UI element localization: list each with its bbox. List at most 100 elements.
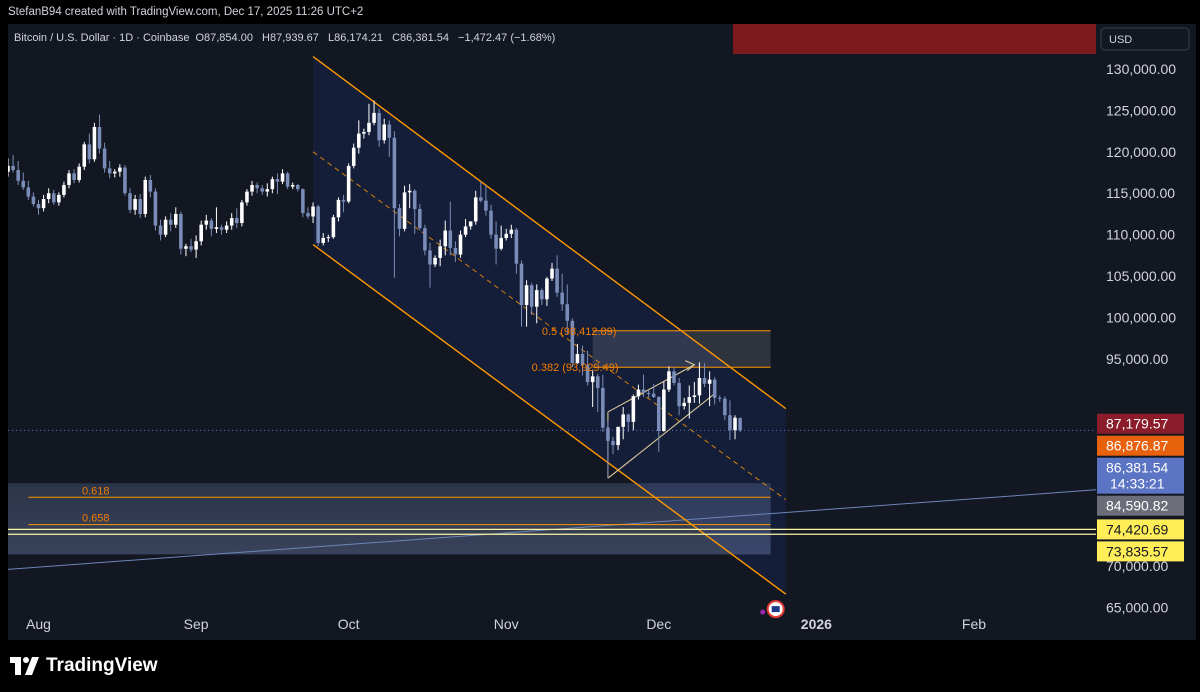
currency-button[interactable]: USD bbox=[1100, 27, 1190, 51]
time-tick-label: Oct bbox=[338, 616, 360, 632]
candle-body bbox=[621, 414, 625, 427]
candle-body bbox=[311, 206, 315, 217]
time-tick-label: 2026 bbox=[801, 616, 832, 632]
candle-body bbox=[443, 230, 448, 247]
fib-box bbox=[592, 330, 771, 368]
time-tick-label: Dec bbox=[646, 616, 671, 632]
candle-body bbox=[601, 387, 605, 428]
price-tag-bg bbox=[1097, 413, 1184, 434]
candle-body bbox=[341, 199, 346, 202]
candle-body bbox=[163, 219, 168, 235]
time-tick-label: Feb bbox=[962, 616, 986, 632]
candle-body bbox=[504, 233, 509, 238]
candle-body bbox=[529, 285, 534, 307]
candle-body bbox=[631, 396, 636, 422]
legend-ohlc: O87,854.00 H87,939.67 L86,174.21 C86,381… bbox=[195, 32, 555, 44]
candle-body bbox=[402, 192, 407, 229]
candle-body bbox=[179, 213, 183, 249]
candle-body bbox=[301, 189, 305, 214]
legend-close-label: C bbox=[392, 32, 400, 44]
candle-body bbox=[463, 226, 468, 235]
candle-body bbox=[92, 126, 97, 160]
candle-body bbox=[723, 398, 727, 416]
legend-open-label: O bbox=[195, 32, 204, 44]
candles-layer bbox=[8, 100, 742, 479]
candle-body bbox=[611, 440, 615, 446]
price-tag-bg bbox=[1097, 495, 1184, 516]
time-tick-label: Nov bbox=[494, 616, 519, 632]
candle-body bbox=[87, 144, 92, 160]
candle-body bbox=[656, 397, 661, 431]
price-tag-bg bbox=[1097, 541, 1184, 562]
price-tag-label: 73,835.57 bbox=[1106, 543, 1168, 559]
price-tag-label: 86,381.54 bbox=[1106, 460, 1168, 476]
tradingview-brand: TradingView bbox=[46, 655, 158, 676]
legend-low: 86,174.21 bbox=[334, 32, 383, 44]
caption-bar: StefanB94 created with TradingView.com, … bbox=[0, 0, 1200, 24]
candle-body bbox=[550, 268, 554, 279]
price-tick-label: 65,000.00 bbox=[1106, 599, 1168, 615]
candle-body bbox=[667, 371, 671, 390]
candle-body bbox=[707, 379, 712, 384]
candle-body bbox=[265, 189, 270, 192]
price-tag-label: 74,420.69 bbox=[1106, 521, 1168, 537]
candle-body bbox=[560, 292, 564, 305]
candle-body bbox=[473, 197, 478, 222]
candle-body bbox=[514, 229, 519, 264]
candle-body bbox=[107, 168, 112, 174]
candle-body bbox=[524, 285, 529, 306]
legend-change: −1,472.47 (−1.68%) bbox=[458, 32, 555, 44]
price-tick-label: 125,000.00 bbox=[1106, 102, 1176, 118]
candle-body bbox=[285, 173, 290, 187]
candle-body bbox=[585, 365, 590, 383]
candle-body bbox=[412, 190, 417, 209]
flag-arrow-head bbox=[685, 360, 696, 371]
candle-body bbox=[682, 402, 686, 407]
price-chart[interactable]: 0.5 (98,412.89) 0.382 (93,929.49) 0.618 0.6… bbox=[8, 24, 1196, 640]
candle-body bbox=[326, 237, 331, 239]
candle-body bbox=[534, 290, 539, 307]
candle-body bbox=[72, 173, 76, 180]
candle-body bbox=[728, 415, 732, 431]
caption-text: StefanB94 created with TradingView.com, … bbox=[8, 6, 364, 18]
candle-body bbox=[133, 199, 137, 210]
candle-body bbox=[677, 382, 681, 407]
price-tag-label: 87,179.57 bbox=[1106, 416, 1168, 432]
candle-body bbox=[184, 246, 188, 249]
candle-body bbox=[296, 184, 300, 190]
event-dot-icon bbox=[760, 609, 766, 615]
legend-high: 87,939.67 bbox=[270, 32, 319, 44]
candle-body bbox=[651, 393, 656, 398]
candle-body bbox=[626, 414, 631, 422]
price-tag-label: 86,876.87 bbox=[1106, 438, 1168, 454]
legend-high-label: H bbox=[262, 32, 270, 44]
candle-body bbox=[270, 179, 275, 190]
candle-body bbox=[479, 197, 483, 201]
channel-fill bbox=[313, 56, 786, 595]
candle-body bbox=[423, 228, 427, 251]
candle-body bbox=[336, 199, 341, 218]
channel-lower-line bbox=[312, 244, 787, 595]
candle-body bbox=[235, 218, 239, 224]
time-tick-label: Aug bbox=[26, 616, 51, 632]
candle-body bbox=[590, 376, 595, 383]
candle-body bbox=[453, 247, 458, 255]
candle-body bbox=[219, 227, 224, 230]
candle-body bbox=[616, 426, 620, 446]
price-tag-label: 84,590.82 bbox=[1106, 498, 1168, 514]
candle-body bbox=[102, 148, 107, 169]
candle-body bbox=[357, 133, 361, 148]
candle-body bbox=[692, 395, 697, 398]
candle-body bbox=[672, 371, 676, 383]
candle-body bbox=[382, 124, 387, 141]
time-tick-label: Sep bbox=[184, 616, 209, 632]
candle-body bbox=[51, 193, 56, 203]
candle-body bbox=[418, 208, 422, 229]
legend-open: 87,854.00 bbox=[204, 32, 253, 44]
candle-body bbox=[641, 389, 646, 393]
candle-body bbox=[397, 208, 402, 229]
candle-body bbox=[636, 389, 641, 397]
candle-body bbox=[158, 225, 163, 235]
candle-body bbox=[138, 199, 142, 214]
chart-frame[interactable]: 0.5 (98,412.89) 0.382 (93,929.49) 0.618 0.6… bbox=[8, 24, 1196, 640]
